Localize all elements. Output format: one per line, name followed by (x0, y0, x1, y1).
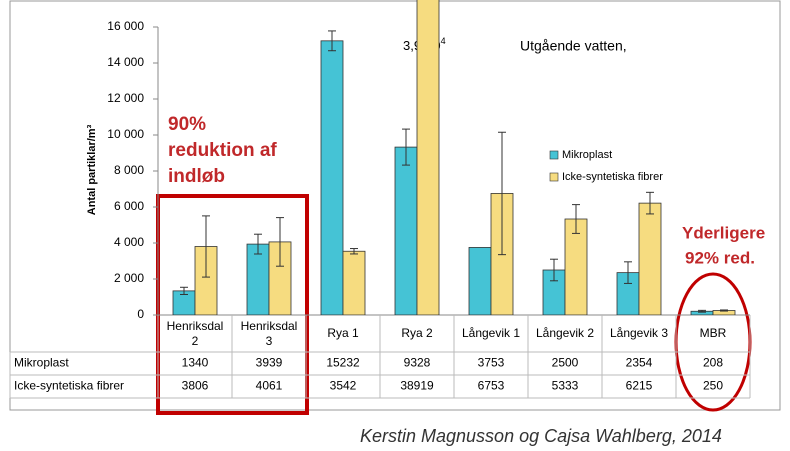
credit: Kerstin Magnusson og Cajsa Wahlberg, 201… (360, 426, 722, 446)
bar (342, 250, 366, 315)
table-row-label: Mikroplast (14, 356, 69, 370)
note-right: 92% red. (685, 248, 755, 267)
table-value: 15232 (326, 356, 360, 370)
y-tick-label: 2 000 (114, 271, 144, 285)
y-tick-label: 6 000 (114, 199, 144, 213)
note-left: indløb (168, 166, 225, 187)
x-tick-label: Rya 1 (327, 326, 359, 340)
x-tick-label: Långevik 1 (461, 326, 521, 340)
y-tick-label: 14 000 (107, 55, 144, 69)
error-bar (254, 233, 262, 255)
y-tick-label: 12 000 (107, 91, 144, 105)
y-tick-label: 8 000 (114, 163, 144, 177)
x-tick-label: Rya 2 (401, 326, 433, 340)
table-value: 38919 (400, 379, 434, 393)
table-value: 2354 (626, 356, 653, 370)
y-axis-label: Antal partiklar/m³ (86, 124, 98, 215)
table-value: 9328 (404, 356, 431, 370)
error-bar (328, 30, 336, 52)
y-tick-label: 4 000 (114, 235, 144, 249)
table-value: 4061 (256, 379, 283, 393)
error-bar (276, 217, 284, 267)
x-tick-label: MBR (699, 326, 727, 340)
y-tick-label: 10 000 (107, 127, 144, 141)
plot-area (172, 0, 736, 315)
table-value: 208 (703, 356, 723, 370)
table-value: 3753 (478, 356, 505, 370)
x-tick-label: Långevik 2 (535, 326, 595, 340)
error-bar (720, 309, 728, 312)
table-value: 3939 (256, 356, 283, 370)
data-table (9, 315, 751, 399)
bar (416, 0, 440, 315)
table-row-label: Icke-syntetiska fibrer (14, 379, 124, 393)
error-bar (402, 128, 410, 166)
error-bar (498, 131, 506, 256)
legend-label: Icke-syntetiska fibrer (562, 171, 663, 183)
bar (638, 202, 662, 315)
note-left: reduktion af (168, 140, 277, 161)
error-bar (646, 191, 654, 215)
subtitle: Utgående vatten, (520, 38, 627, 54)
table-value: 2500 (552, 356, 579, 370)
annotation-exponent: 4 (441, 36, 446, 46)
error-bar (572, 204, 580, 234)
x-tick-label: Henriksdal 3 (240, 318, 298, 348)
error-bar (550, 258, 558, 282)
x-tick-label: Långevik 3 (609, 326, 669, 340)
y-tick-label: 16 000 (107, 19, 144, 33)
legend-swatch (549, 172, 559, 182)
legend-swatch (549, 150, 559, 160)
table-value: 5333 (552, 379, 579, 393)
note-left: 90% (168, 114, 206, 135)
table-value: 6215 (626, 379, 653, 393)
chart-frame (9, 0, 781, 411)
table-value: 3806 (182, 379, 209, 393)
x-tick-label: Henriksdal 2 (166, 318, 224, 348)
error-bar (202, 215, 210, 278)
error-bar (350, 248, 358, 255)
error-bar (180, 286, 188, 295)
bar (394, 146, 418, 315)
table-value: 3542 (330, 379, 357, 393)
bar (320, 40, 344, 315)
legend-label: Mikroplast (562, 149, 612, 161)
note-right: Yderligere (682, 223, 765, 242)
table-value: 250 (703, 379, 723, 393)
error-bar (624, 261, 632, 284)
bar (246, 243, 270, 315)
y-tick-label: 0 (137, 307, 144, 321)
table-value: 6753 (478, 379, 505, 393)
table-value: 1340 (182, 356, 209, 370)
bar (468, 247, 492, 315)
error-bar (698, 309, 706, 313)
